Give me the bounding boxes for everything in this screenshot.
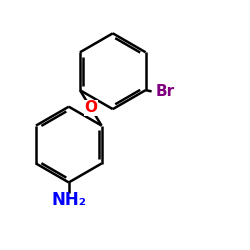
Text: O: O: [84, 100, 97, 116]
Text: Br: Br: [155, 84, 174, 99]
Text: NH₂: NH₂: [51, 190, 86, 208]
